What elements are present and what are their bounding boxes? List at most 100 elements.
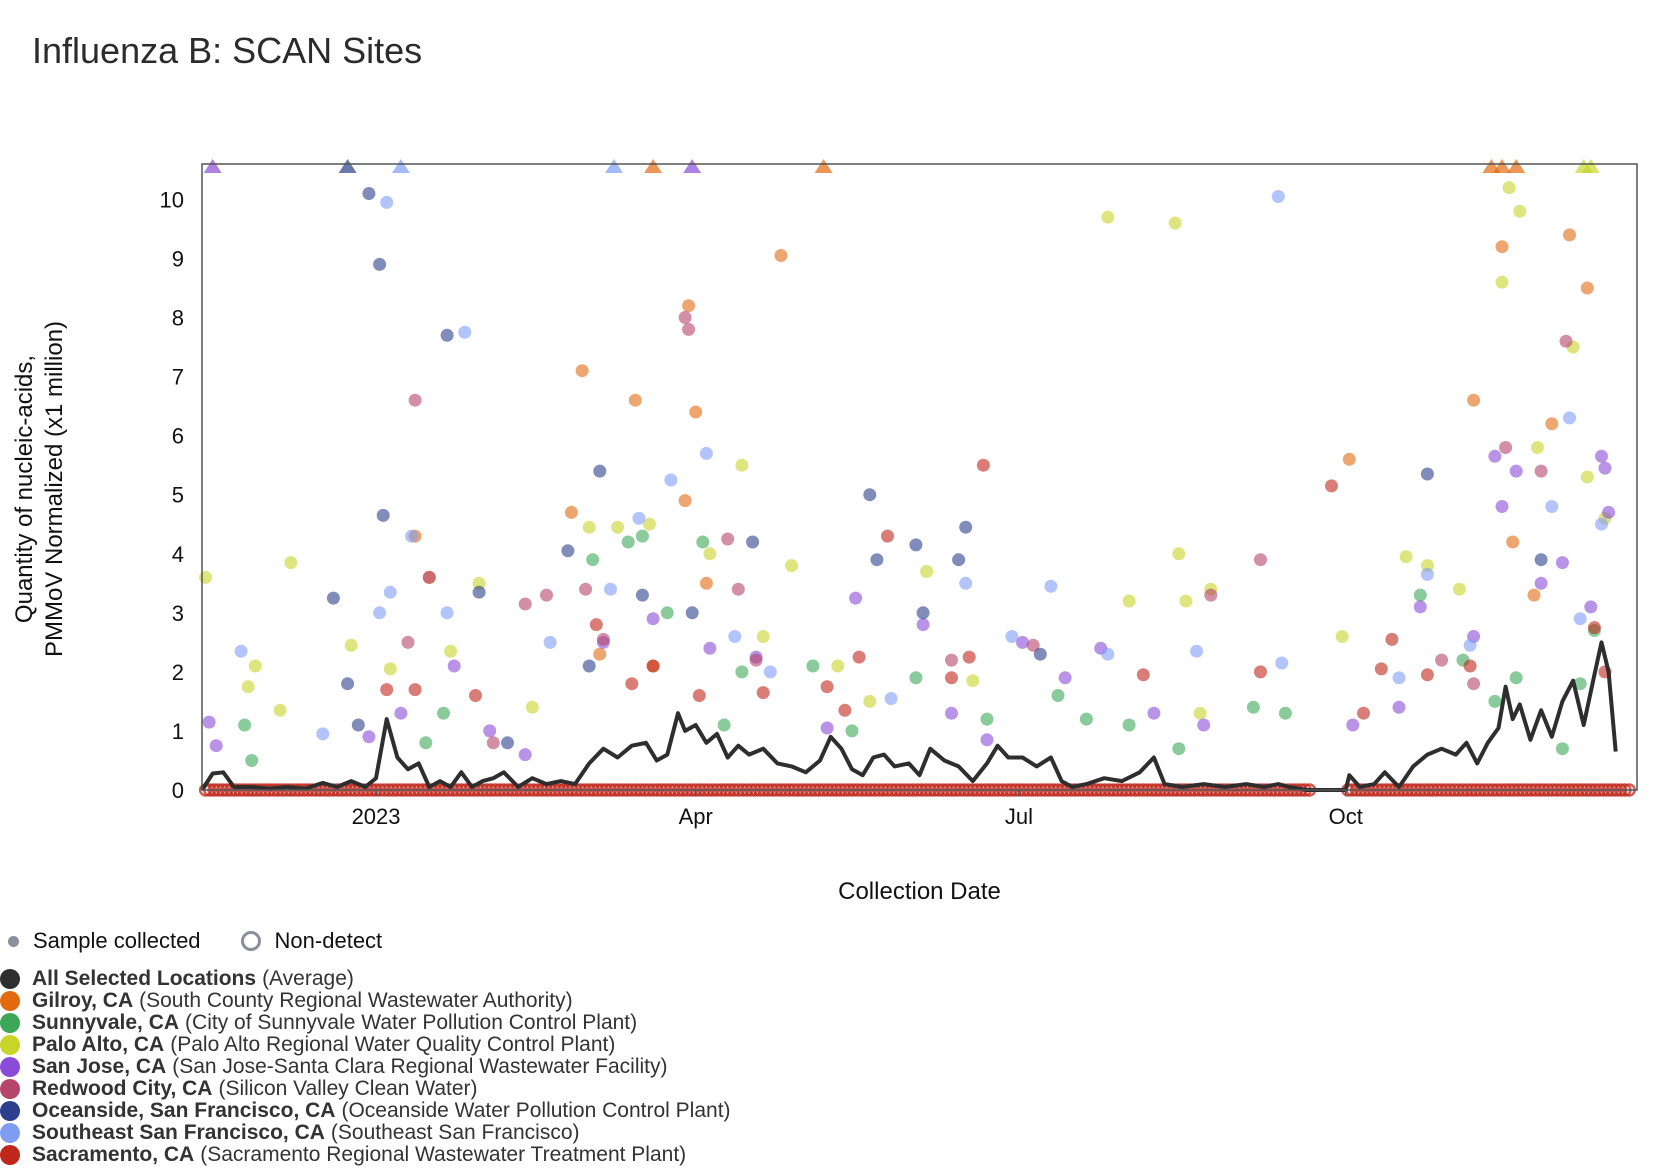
average-line — [200, 640, 1618, 792]
y-tick-label: 0 — [172, 778, 184, 803]
sample-point — [1602, 505, 1616, 519]
sample-point — [1122, 718, 1136, 732]
sample-point — [703, 641, 717, 655]
sample-point — [728, 630, 742, 643]
sample-point — [884, 692, 898, 705]
legend-item[interactable]: Southeast San Francisco, CA (Southeast Sa… — [0, 1122, 731, 1144]
sample-point — [731, 582, 745, 596]
sample-point — [1452, 582, 1466, 596]
offscale-marker — [605, 159, 624, 173]
sample-point — [209, 739, 223, 753]
sample-point — [1051, 689, 1065, 702]
sample-point — [440, 606, 454, 620]
legend-location-name: Sunnyvale, CA — [32, 1011, 180, 1034]
y-tick-label: 9 — [172, 246, 184, 271]
sample-point — [682, 299, 696, 313]
sample-point — [1413, 600, 1427, 614]
sample-point — [959, 520, 973, 534]
sample-point — [763, 665, 777, 679]
sample-point — [202, 715, 216, 729]
offscale-marker — [391, 159, 410, 173]
sample-point — [1506, 535, 1520, 549]
legend-item[interactable]: Sacramento, CA (Sacramento Regional Waste… — [0, 1144, 731, 1166]
legend-item[interactable]: Oceanside, San Francisco, CA (Oceanside W… — [0, 1100, 731, 1122]
sample-point — [1563, 411, 1576, 425]
sample-point — [916, 606, 930, 620]
sample-point — [1509, 671, 1523, 685]
sample-point — [316, 727, 330, 741]
sample-point — [1357, 706, 1370, 720]
sample-point — [1335, 630, 1349, 643]
legend-swatch-icon — [0, 1013, 20, 1033]
sample-point — [785, 559, 799, 573]
y-axis-title-line-2: PMMoV Normalized (x1 million) — [41, 321, 68, 657]
x-tick-label: Jul — [1005, 804, 1033, 829]
legend-location-name: San Jose, CA — [32, 1055, 167, 1078]
sample-point — [909, 538, 923, 552]
sample-point — [1573, 677, 1587, 691]
legend-item[interactable]: Sunnyvale, CA (City of Sunnyvale Water Po… — [0, 1012, 731, 1034]
sample-point — [469, 689, 482, 702]
legend-item[interactable]: San Jose, CA (San Jose-Santa Clara Region… — [0, 1056, 731, 1078]
sample-point — [852, 650, 866, 664]
y-tick-label: 3 — [172, 601, 184, 626]
sample-point — [394, 706, 408, 720]
sample-point — [1278, 706, 1292, 720]
chart: 0 1 2 3 4 5 6 7 8 9 10 2023 Apr Jul Oct Collection Da… — [11, 159, 1638, 905]
sample-point — [945, 653, 958, 667]
sample-point — [1172, 547, 1186, 561]
sample-point — [596, 632, 610, 646]
sample-point — [472, 585, 486, 599]
legend-item[interactable]: Gilroy, CA (South County Regional Wastewa… — [0, 990, 731, 1012]
offscale-marker — [203, 159, 222, 173]
legend-location-detail: (Oceanside Water Pollution Control Plant… — [341, 1099, 731, 1122]
sample-point — [820, 721, 834, 735]
sample-point — [920, 565, 934, 578]
sample-point — [692, 689, 706, 702]
sample-point — [486, 736, 500, 750]
legend-item[interactable]: Palo Alto, CA (Palo Alto Regional Water Q… — [0, 1034, 731, 1056]
sample-point — [1513, 204, 1527, 218]
sample-point — [326, 591, 340, 605]
sample-point — [909, 671, 923, 685]
sample-point — [1204, 588, 1218, 602]
sample-point — [383, 662, 397, 676]
sample-point — [376, 508, 390, 522]
legend-swatch-icon — [0, 1123, 20, 1143]
sample-point — [635, 529, 649, 543]
sample-point — [408, 683, 422, 697]
sample-point — [1246, 700, 1260, 714]
y-axis-ticks: 0 1 2 3 4 5 6 7 8 9 10 — [160, 187, 184, 803]
sample-point — [444, 644, 458, 658]
sample-point — [980, 733, 994, 747]
sample-point — [1026, 638, 1040, 652]
sample-point — [945, 671, 958, 685]
sample-point — [1271, 190, 1285, 203]
legend-item[interactable]: Redwood City, CA (Silicon Valley Clean Wa… — [0, 1078, 731, 1100]
sample-point — [962, 650, 976, 664]
sample-point — [838, 703, 852, 717]
sample-point — [1147, 706, 1161, 720]
sample-point — [678, 494, 692, 508]
sample-point — [1044, 579, 1058, 593]
sample-point — [735, 458, 749, 472]
legend-location-detail: (Palo Alto Regional Water Quality Contro… — [170, 1033, 616, 1056]
legend-item[interactable]: All Selected Locations (Average) — [0, 968, 731, 990]
sample-point — [1420, 467, 1434, 481]
sample-point — [582, 520, 596, 534]
offscale-marker — [644, 159, 663, 173]
legend-location-detail: (Silicon Valley Clean Water) — [218, 1077, 478, 1100]
sample-point — [589, 618, 603, 632]
sample-point — [1580, 281, 1594, 295]
sample-point — [685, 606, 699, 620]
sample-point — [238, 718, 252, 732]
sample-point — [472, 576, 486, 590]
sample-point — [1193, 706, 1207, 720]
sample-point — [1136, 668, 1150, 682]
sample-point — [756, 630, 770, 643]
sample-point — [1573, 612, 1587, 626]
sample-point — [380, 683, 394, 697]
legend: All Selected Locations (Average) Gilroy, C… — [0, 968, 731, 1166]
offscale-marker — [814, 159, 833, 173]
sample-point — [440, 328, 454, 342]
